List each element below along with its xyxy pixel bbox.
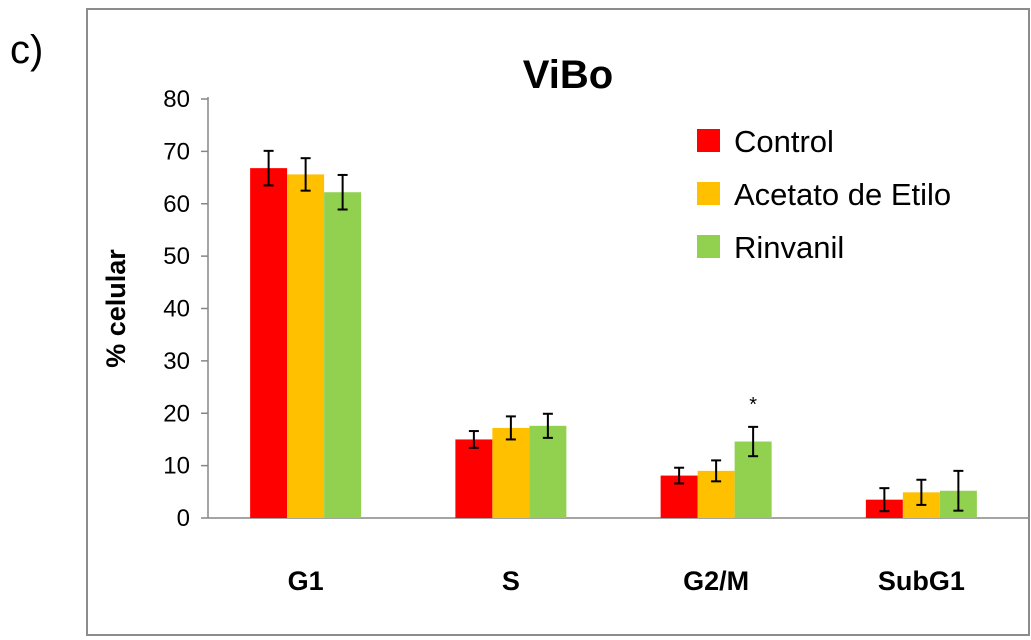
x-category-label: G1 [288, 566, 324, 596]
chart-frame [86, 8, 1030, 636]
legend-swatch [697, 129, 720, 152]
legend-swatch [697, 182, 720, 205]
y-tick-label: 30 [163, 348, 190, 375]
y-tick-label: 80 [163, 86, 190, 113]
y-tick-label: 20 [163, 400, 190, 427]
significance-marker: * [749, 394, 757, 416]
bar [529, 425, 567, 518]
bar [492, 427, 530, 518]
legend-label: Acetato de Etilo [734, 177, 951, 212]
y-tick-label: 50 [163, 243, 190, 270]
panel-label: c) [10, 28, 44, 72]
bar [324, 192, 362, 519]
bar [250, 168, 288, 518]
bar [287, 174, 325, 519]
legend-label: Control [734, 124, 834, 159]
bar [455, 439, 493, 518]
chart-title: ViBo [523, 53, 613, 97]
x-category-label: SubG1 [878, 566, 965, 596]
y-tick-label: 70 [163, 138, 190, 165]
y-tick-label: 60 [163, 191, 190, 218]
legend-swatch [697, 235, 720, 258]
y-tick-label: 0 [177, 505, 190, 532]
y-tick-label: 40 [163, 296, 190, 323]
y-tick-label: 10 [163, 453, 190, 480]
x-category-label: S [502, 566, 520, 596]
y-axis-label: % celular [101, 249, 131, 368]
legend-label: Rinvanil [734, 230, 844, 265]
x-category-label: G2/M [683, 566, 749, 596]
